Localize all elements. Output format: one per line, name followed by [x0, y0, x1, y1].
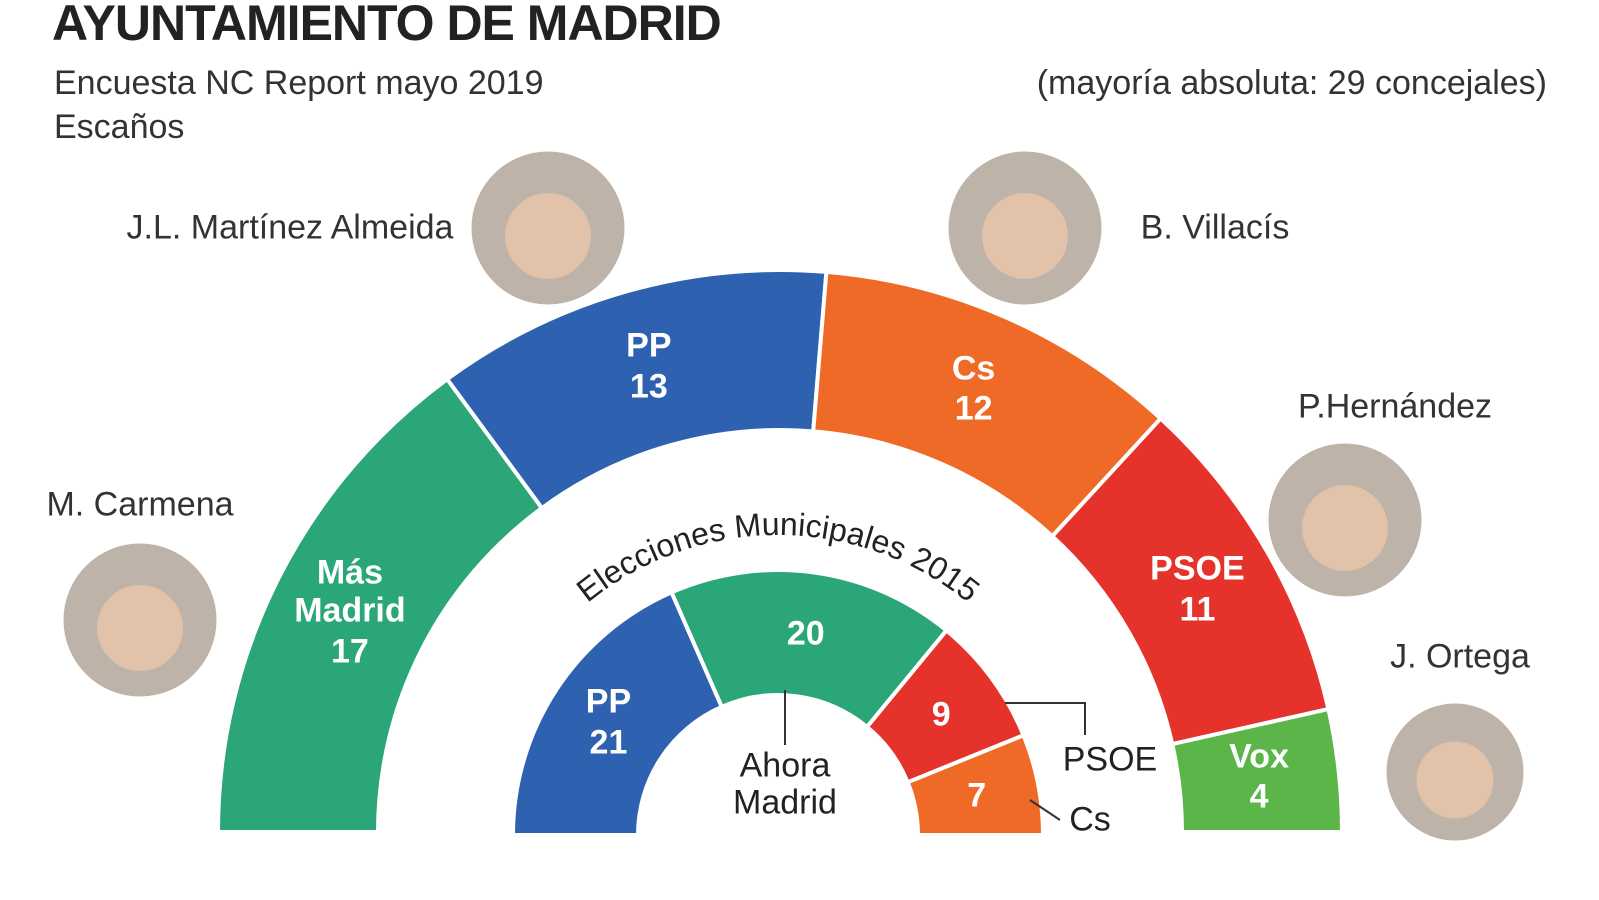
note: (mayoría absoluta: 29 concejales): [1036, 64, 1547, 102]
leader-line: [1029, 799, 1061, 821]
photo-face: [1302, 485, 1388, 571]
photo-face: [97, 585, 183, 671]
photo-face: [1416, 741, 1494, 819]
segment-label: PSOE: [1062, 740, 1158, 779]
value-label: 13: [629, 366, 668, 405]
segment-label: PSOE: [1150, 549, 1245, 588]
value-label: 12: [954, 389, 993, 428]
value-label: 4: [1249, 777, 1269, 816]
value-label: 9: [931, 695, 951, 734]
value-label: 17: [331, 632, 369, 671]
segment-label: Cs: [951, 348, 996, 387]
candidate-label: B. Villacís: [1140, 208, 1290, 247]
value-label: 20: [786, 614, 825, 653]
segment: [1169, 706, 1345, 834]
subtitle: Encuesta NC Report mayo 2019: [54, 64, 544, 102]
value-label: 11: [1179, 589, 1216, 628]
candidate-label: J. Ortega: [1390, 637, 1530, 676]
candidate-label: J.L. Martínez Almeida: [126, 208, 454, 247]
candidate-label: P.Hernández: [1297, 387, 1493, 426]
segment-label: Más Madrid: [294, 553, 406, 630]
candidate-label: M. Carmena: [46, 485, 234, 524]
photo-face: [982, 193, 1068, 279]
segment-label: PP: [585, 682, 632, 721]
value-label: 21: [589, 723, 628, 762]
unit-label: Escaños: [54, 108, 185, 146]
segment-label: Ahora Madrid: [733, 746, 837, 822]
segment-label: PP: [626, 326, 672, 365]
segment-label: Cs: [1069, 800, 1111, 839]
leader-line: [1005, 702, 1086, 735]
segment-label: Vox: [1229, 737, 1289, 776]
segment: [905, 732, 1046, 837]
segment: [668, 568, 950, 730]
photo-face: [505, 193, 591, 279]
segment: [510, 589, 725, 837]
value-label: 7: [967, 776, 987, 815]
title: AYUNTAMIENTO DE MADRID: [52, 0, 722, 51]
